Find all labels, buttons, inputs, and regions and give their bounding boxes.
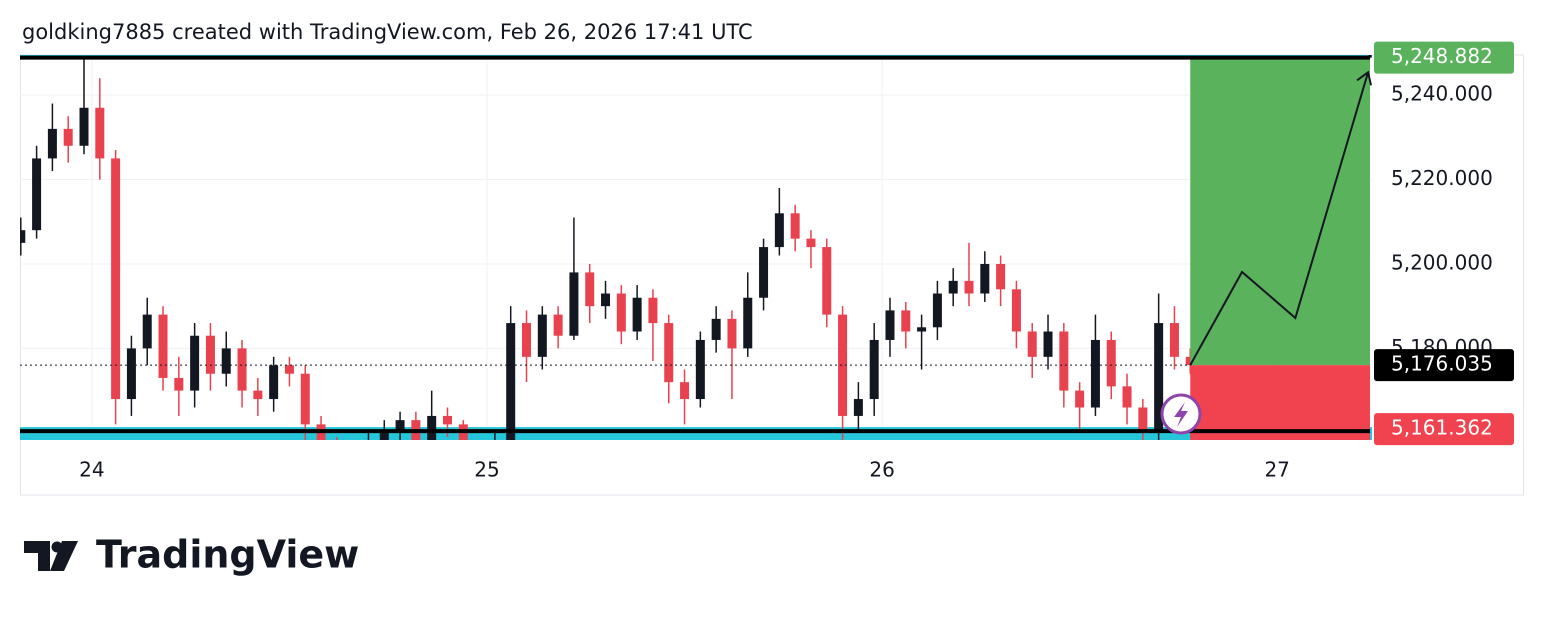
candle-body	[111, 158, 121, 400]
candle-body	[664, 323, 674, 383]
caption: goldking7885 created with TradingView.co…	[22, 20, 753, 44]
x-tick-label: 25	[474, 458, 499, 482]
price-label-bg	[1374, 41, 1514, 74]
y-tick-label: 5,240.000	[1391, 82, 1493, 106]
candle-body	[364, 441, 373, 449]
candle-body	[427, 415, 437, 440]
candle-body	[648, 297, 658, 324]
candle-body	[1138, 407, 1148, 433]
candle-body	[917, 327, 927, 332]
candle-body	[1059, 331, 1069, 391]
arrow-path	[1189, 72, 1370, 366]
candle-body	[32, 158, 42, 231]
candle-body	[158, 314, 168, 378]
plot	[20, 55, 1372, 458]
candle-body	[553, 314, 563, 336]
candle-body	[442, 415, 452, 425]
loss-zone	[1190, 365, 1371, 440]
candle-body	[901, 310, 911, 332]
candle-body	[142, 314, 152, 349]
candle-body	[1169, 323, 1179, 357]
candle-body	[284, 365, 294, 374]
alert-bolt	[1174, 402, 1188, 427]
candle-body	[174, 377, 184, 391]
candle-body	[885, 310, 895, 340]
candle-body	[980, 263, 990, 294]
candle-body	[395, 420, 405, 433]
candle-body	[569, 272, 579, 336]
price-label-bg	[1374, 349, 1514, 382]
candle-body	[632, 297, 642, 332]
candle-body	[806, 238, 816, 248]
candle-body	[822, 247, 832, 315]
candle-body	[316, 424, 326, 440]
y-tick-label: 5,220.000	[1391, 166, 1493, 190]
candle-body	[490, 441, 499, 458]
candle-body	[95, 107, 105, 159]
candle-body	[680, 382, 690, 400]
candle-body	[853, 399, 863, 416]
candle-body	[237, 348, 247, 391]
candle-body	[47, 128, 57, 159]
candle-body	[1122, 386, 1132, 408]
arrow-head	[1356, 70, 1372, 86]
candle-body	[869, 339, 879, 400]
candle-body	[695, 339, 705, 400]
candle-body	[1043, 331, 1053, 357]
logo: TradingView	[24, 533, 359, 577]
price-label: 5,248.882	[1391, 44, 1493, 68]
candle-body	[585, 272, 595, 307]
candle-body	[932, 293, 942, 328]
candle-body	[601, 293, 611, 307]
candle-body	[711, 318, 721, 340]
candle-body	[458, 424, 468, 440]
price-label: 5,161.362	[1391, 416, 1493, 440]
candle-body	[759, 247, 769, 298]
candle-body	[506, 323, 516, 440]
candle-body	[1011, 289, 1021, 332]
x-tick-label: 26	[869, 458, 894, 482]
candle-body	[126, 348, 136, 400]
y-tick-label: 5,200.000	[1391, 250, 1493, 274]
candle-body	[205, 335, 215, 374]
candle-body	[253, 390, 263, 400]
candle-body	[522, 323, 532, 357]
candle-body	[1075, 390, 1085, 408]
candle-body	[269, 365, 279, 400]
candle-body	[616, 293, 626, 332]
candle-body	[190, 335, 200, 391]
price-label-bg	[1374, 413, 1514, 446]
candle-body	[1154, 323, 1164, 433]
x-tick-label: 27	[1264, 458, 1289, 482]
candle-body	[743, 297, 753, 349]
candle-body	[537, 314, 547, 357]
candle-body	[790, 213, 800, 239]
candle-body	[379, 432, 389, 440]
candle-body	[948, 280, 958, 294]
brand: TradingView	[96, 533, 359, 577]
candle-body	[1106, 339, 1116, 387]
candle-body	[1090, 339, 1100, 408]
candle-body	[79, 107, 89, 146]
candle-body	[964, 280, 974, 294]
candle-body	[838, 314, 848, 416]
candle-body	[727, 318, 737, 349]
x-tick-label: 24	[79, 458, 104, 482]
axis: 24 25 26 275,180.0005,200.0005,220.0005,240…	[79, 41, 1514, 482]
candle-body	[221, 348, 231, 374]
candle-body	[774, 213, 784, 248]
candle-body	[20, 230, 26, 243]
candle-body	[332, 445, 341, 453]
candle-body	[300, 373, 310, 425]
candle-body	[996, 263, 1006, 290]
candle-body	[1027, 331, 1037, 357]
price-label: 5,176.035	[1391, 352, 1493, 376]
candle-body	[348, 450, 357, 454]
profit-zone	[1190, 57, 1371, 366]
candle-body	[63, 128, 73, 146]
